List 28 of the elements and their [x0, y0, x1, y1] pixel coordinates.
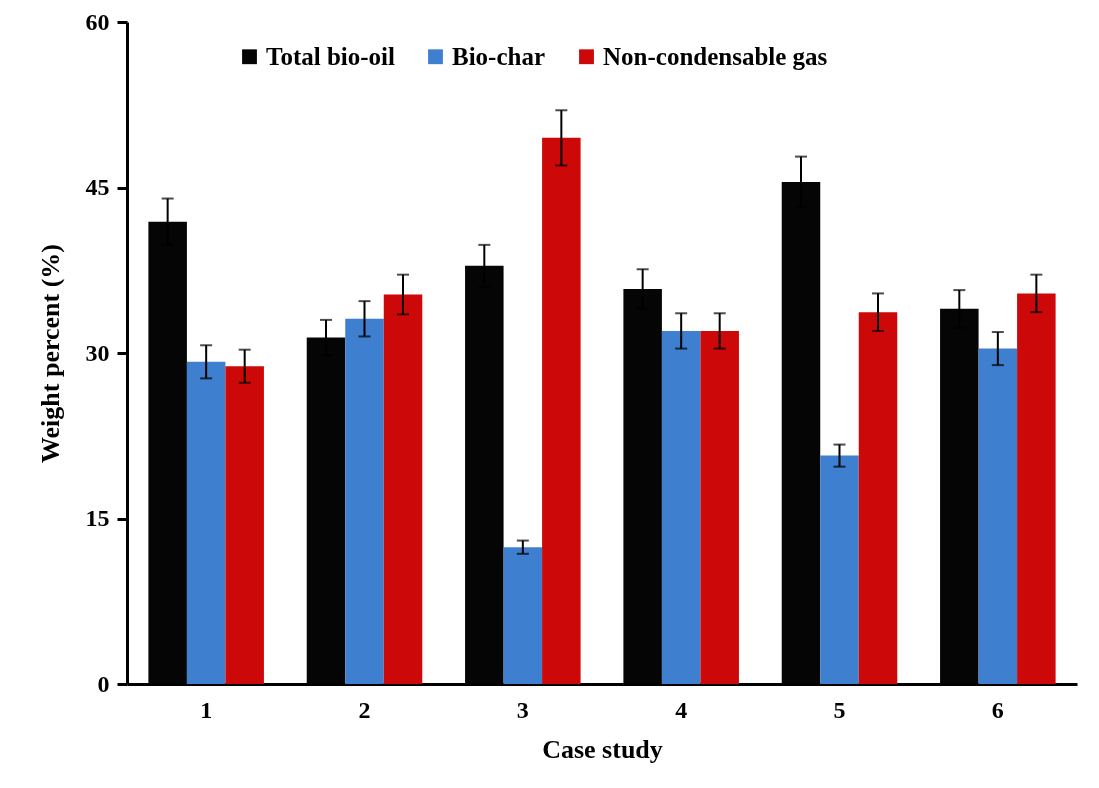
bar — [186, 361, 226, 684]
bar — [503, 547, 543, 684]
bar — [225, 366, 264, 684]
bar — [978, 348, 1018, 684]
bar — [345, 318, 384, 684]
bar — [858, 312, 898, 684]
bar — [383, 294, 423, 684]
legend-label: Total bio-oil — [266, 42, 396, 70]
bar — [661, 330, 701, 684]
y-tick-label: 0 — [97, 670, 110, 697]
legend-label: Non-condensable gas — [603, 42, 828, 70]
x-tick-label: 4 — [675, 696, 688, 723]
x-tick-label: 1 — [200, 696, 213, 723]
y-tick-label: 15 — [85, 505, 110, 531]
bar — [700, 330, 739, 684]
legend-label: Bio-char — [452, 42, 546, 70]
x-tick-label: 3 — [516, 696, 529, 723]
bar — [1017, 293, 1056, 684]
bar — [542, 137, 581, 684]
bar — [820, 455, 859, 684]
x-tick-label: 2 — [358, 696, 371, 723]
x-axis-title: Case study — [542, 734, 663, 764]
y-axis-title: Weight percent (%) — [35, 243, 65, 464]
y-tick-label: 60 — [85, 8, 110, 35]
x-tick-label: 6 — [991, 696, 1004, 723]
x-tick-label: 5 — [833, 696, 846, 723]
y-tick-label: 45 — [85, 174, 110, 200]
y-tick-label: 30 — [85, 339, 110, 366]
